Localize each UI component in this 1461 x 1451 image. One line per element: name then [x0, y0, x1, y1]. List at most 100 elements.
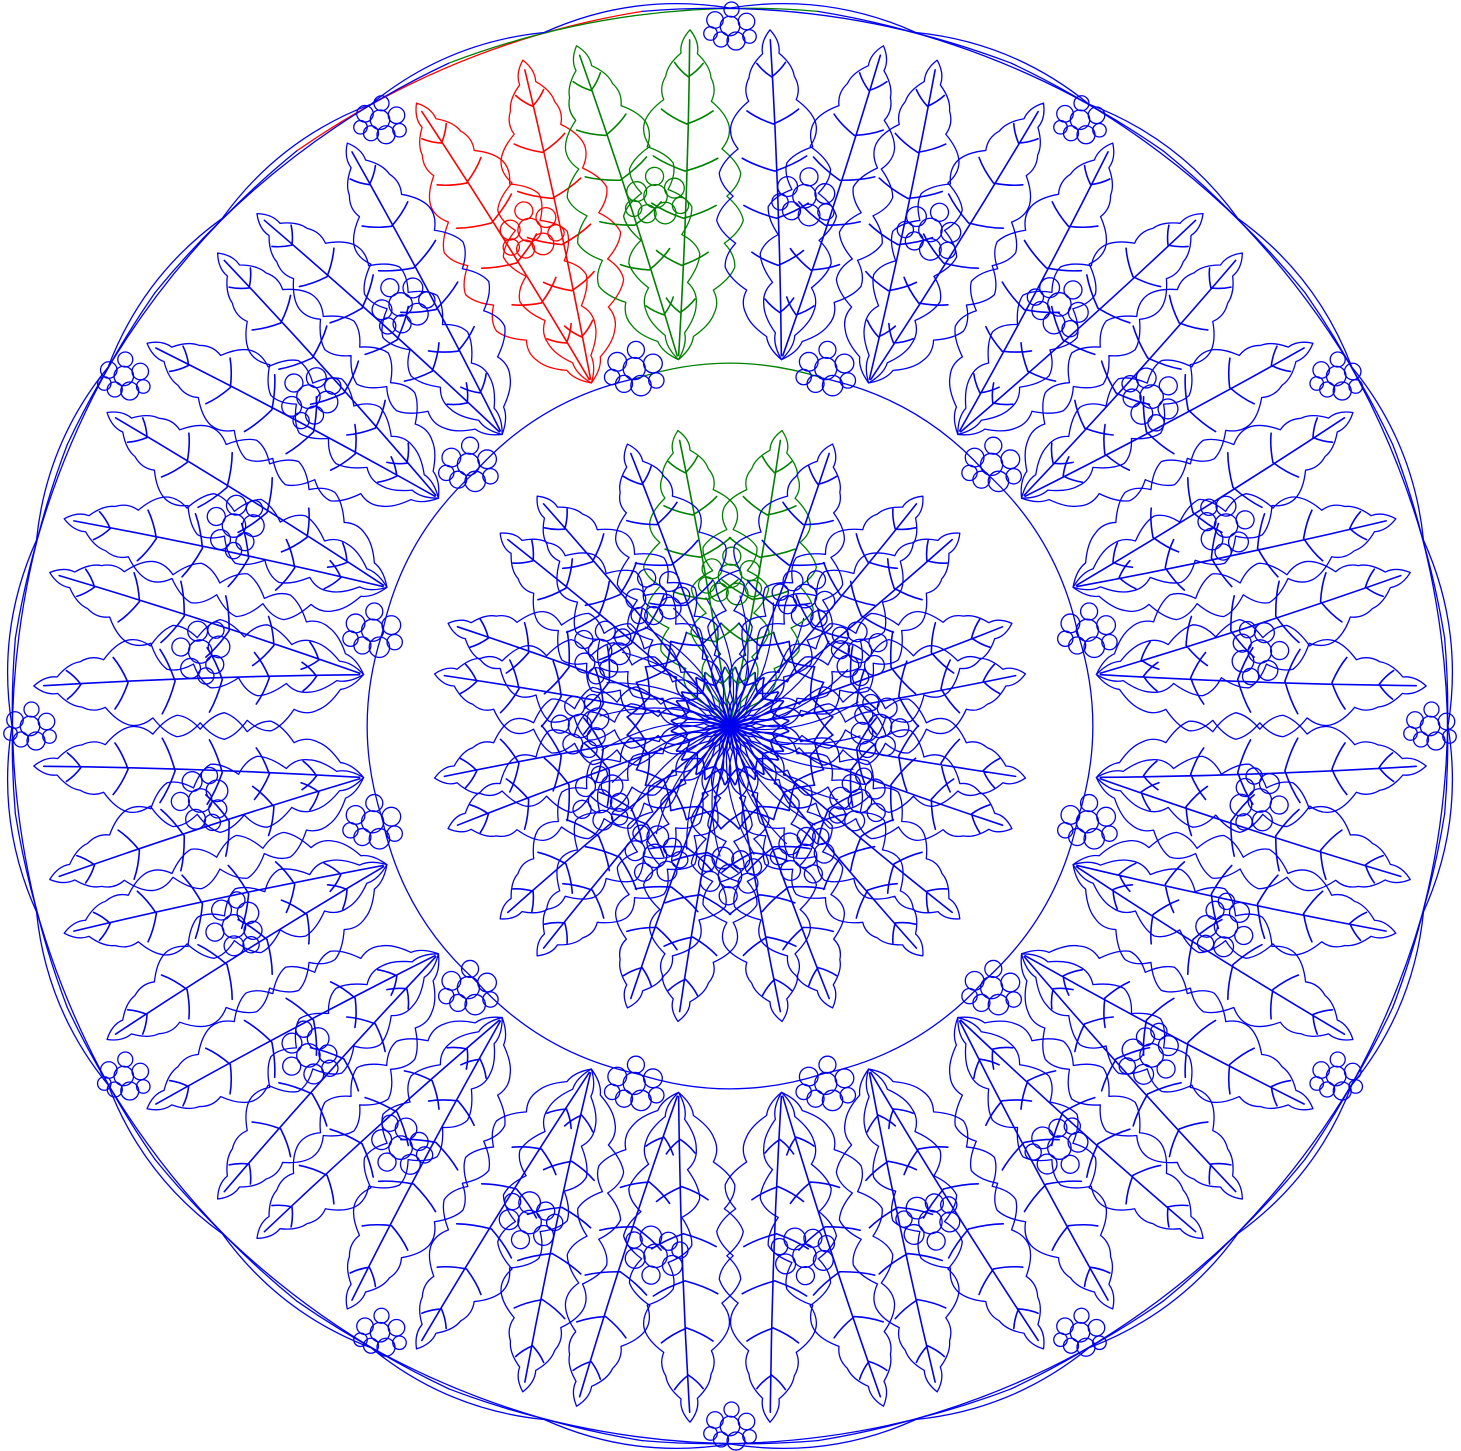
rim-berries [131, 362, 150, 381]
holly-leaf [622, 29, 744, 361]
berry [658, 596, 682, 620]
berry [1147, 414, 1165, 432]
berry [514, 201, 534, 221]
berry-diamond [648, 1086, 665, 1104]
berry [203, 813, 222, 832]
berry-diamond [1083, 636, 1106, 659]
holly-leaf [1020, 944, 1314, 1111]
scallop-edge [14, 813, 156, 1160]
berry [697, 576, 716, 594]
berry-diamond [839, 372, 857, 389]
berry-diamond [353, 827, 372, 847]
berry [295, 1020, 313, 1038]
berry [502, 238, 521, 256]
berry-diamond [342, 630, 359, 648]
berry-diamond [1056, 821, 1074, 839]
holly-leaf [433, 686, 731, 814]
scallop-edge [14, 292, 156, 639]
scallop-edge [66, 150, 298, 446]
holly-leaf-outline [707, 443, 846, 727]
berry [574, 776, 597, 798]
rim-berries [356, 1317, 374, 1336]
holly-leaf-outline [447, 703, 731, 842]
rim-berries [706, 1411, 724, 1429]
berry [378, 317, 397, 335]
berry-diamond [626, 1055, 646, 1074]
outer-border [6, 2, 1454, 1450]
berry [1135, 1027, 1156, 1047]
berry [671, 196, 690, 215]
rim-berries [1329, 1051, 1346, 1068]
holly-leaf-outline [728, 725, 924, 957]
berry-diamond [818, 340, 837, 360]
holly-leaf [614, 443, 753, 727]
holly-leaf-outline [497, 59, 625, 384]
berry [817, 1234, 836, 1253]
rim-berries [23, 701, 40, 718]
berry [814, 183, 836, 205]
berry-diamond [626, 340, 646, 360]
holly-leaf-outline [499, 724, 731, 920]
berry-diamond [449, 993, 468, 1013]
berry-diamond [1079, 793, 1099, 813]
holly-leaf [729, 724, 961, 920]
holly-leaf-outline [1072, 493, 1397, 621]
berry-diamond [806, 374, 825, 394]
holly-leaf-outline [729, 724, 961, 920]
holly-leaf-outline [433, 638, 731, 766]
berry [613, 628, 632, 646]
scallop-edge [636, 362, 824, 379]
berry [1024, 1143, 1042, 1161]
berry [381, 1114, 399, 1133]
berry-diamond [365, 793, 384, 813]
berry [630, 606, 648, 625]
berry [863, 654, 886, 676]
berry [1157, 1035, 1179, 1057]
berry-diamond [1005, 467, 1023, 485]
rim-berries [96, 1076, 112, 1091]
holly-leaf-outline [1020, 944, 1314, 1111]
berry-diamond [821, 374, 844, 397]
holly-leaf-outline [33, 712, 365, 834]
rim-berries [373, 1307, 390, 1324]
outer-ring-b-segment-11 [154, 62, 512, 436]
berry-diamond [806, 1089, 825, 1108]
berry [587, 788, 613, 814]
berry [399, 1153, 421, 1175]
berry [225, 494, 247, 516]
rim-berries [1073, 95, 1090, 112]
berry [245, 499, 264, 518]
berry-diamond [603, 1083, 621, 1101]
berry [1036, 1153, 1058, 1175]
holly-leaf-outline [690, 725, 818, 1023]
outer-ring-b-segment-9 [11, 637, 365, 1008]
scallop-edge [1392, 444, 1449, 815]
rim-berries [742, 1429, 757, 1444]
berry-diamond [464, 993, 487, 1016]
holly-leaf-outline [146, 341, 440, 508]
berry [1235, 813, 1253, 831]
berry-diamond [972, 993, 991, 1013]
rim-berries [96, 376, 112, 391]
scallop-edge [1010, 62, 1306, 294]
berry [281, 395, 303, 417]
rim-berries [1312, 361, 1331, 379]
outer-ring-a-segment-5 [1020, 944, 1394, 1302]
berry [624, 1247, 646, 1269]
berry [1121, 374, 1139, 393]
rim-berries [387, 106, 406, 125]
berry [836, 654, 860, 678]
berry [847, 638, 873, 664]
rim-berries [1062, 125, 1080, 142]
berry [587, 667, 605, 685]
berry [1235, 510, 1255, 530]
holly-leaf [49, 560, 365, 697]
berry [590, 765, 609, 784]
berry [850, 721, 874, 745]
holly-leaf [33, 712, 365, 834]
berry [831, 626, 850, 644]
holly-leaf [106, 859, 388, 1041]
holly-leaf [729, 686, 1027, 814]
berry-diamond [1096, 615, 1117, 636]
berry [926, 1231, 946, 1251]
